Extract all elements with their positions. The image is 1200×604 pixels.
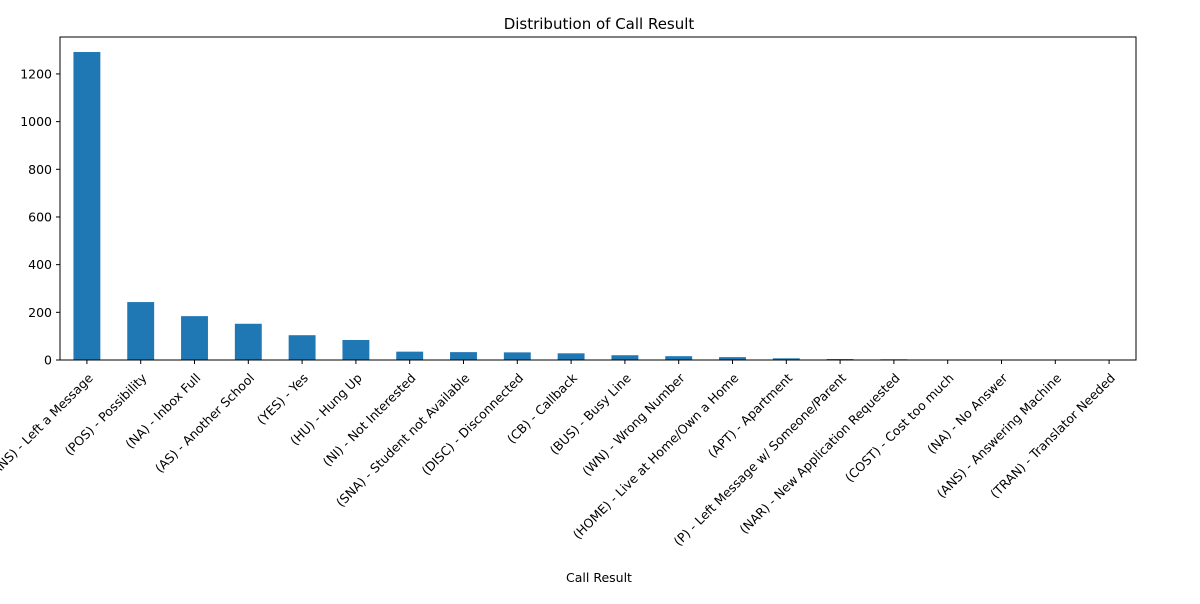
bar [127,302,154,360]
bar [396,352,423,360]
bar [450,352,477,360]
y-tick-label: 1200 [20,66,52,81]
x-axis: (ANS) - Left a Message(POS) - Possibilit… [0,360,1118,549]
bar [235,324,262,360]
bar [665,356,692,360]
x-tick-label: (WN) - Wrong Number [579,370,688,479]
x-axis-label: Call Result [566,570,632,585]
bar [289,335,316,360]
y-tick-label: 200 [28,305,52,320]
chart-title: Distribution of Call Result [504,15,695,33]
y-tick-label: 1000 [20,114,52,129]
x-tick-label: (DISC) - Disconnected [419,370,527,478]
y-tick-label: 800 [28,162,52,177]
x-tick-label: (YES) - Yes [254,370,311,427]
bar [558,353,585,360]
x-tick-label: (COST) - Cost too much [842,370,957,485]
y-axis: 0 200 400 600 800 1000 1200 [20,66,60,367]
bar [181,316,208,360]
y-tick-label: 0 [44,353,52,368]
x-tick-label: (NI) - Not Interested [320,370,419,469]
plot-frame [60,37,1136,360]
x-tick-label: (ANS) - Left a Message [0,370,96,481]
x-tick-label: (AS) - Another School [152,370,257,475]
bars-layer [73,52,1122,360]
bar [342,340,369,360]
y-tick-label: 600 [28,209,52,224]
bar [611,355,638,360]
bar [73,52,100,360]
bar [504,352,531,360]
y-tick-label: 400 [28,257,52,272]
